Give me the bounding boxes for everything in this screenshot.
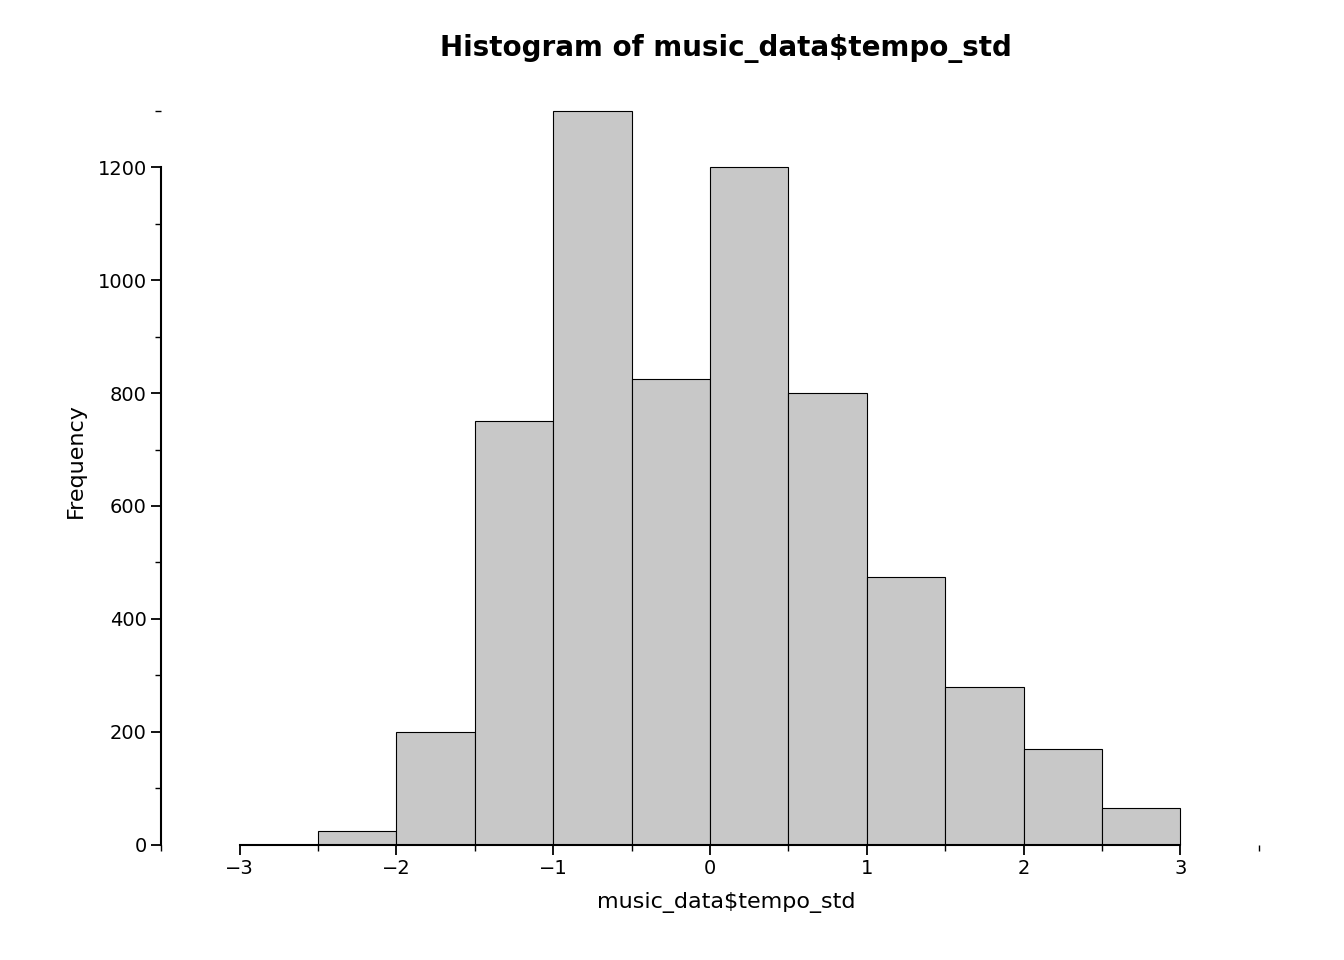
Title: Histogram of music_data$tempo_std: Histogram of music_data$tempo_std — [439, 34, 1012, 63]
Bar — [867, 577, 945, 845]
Bar — [554, 110, 632, 845]
Bar — [474, 421, 554, 845]
X-axis label: music_data$tempo_std: music_data$tempo_std — [597, 892, 855, 913]
Bar — [945, 686, 1024, 845]
Y-axis label: Frequency: Frequency — [66, 403, 86, 518]
Bar — [789, 393, 867, 845]
Bar — [632, 379, 710, 845]
Bar — [1024, 749, 1102, 845]
Bar — [319, 830, 396, 845]
Bar — [396, 732, 474, 845]
Bar — [1102, 808, 1180, 845]
Bar — [710, 167, 789, 845]
